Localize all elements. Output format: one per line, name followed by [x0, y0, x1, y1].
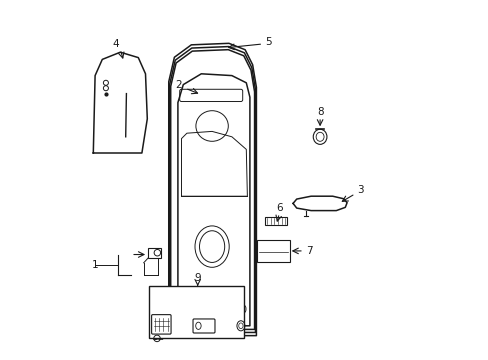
Text: 3: 3 [356, 185, 363, 195]
Text: 9: 9 [194, 273, 201, 283]
Text: 10: 10 [234, 305, 247, 315]
Bar [149, 286, 244, 338]
Text: 11: 11 [196, 312, 209, 323]
Text: 4: 4 [112, 39, 119, 49]
Text: 8: 8 [316, 107, 323, 117]
Text: 5: 5 [265, 37, 272, 47]
Text: 6: 6 [276, 203, 282, 213]
Text: 7: 7 [305, 246, 312, 256]
Text: 2: 2 [175, 80, 182, 90]
Text: 12: 12 [151, 332, 164, 342]
Text: 1: 1 [92, 260, 98, 270]
